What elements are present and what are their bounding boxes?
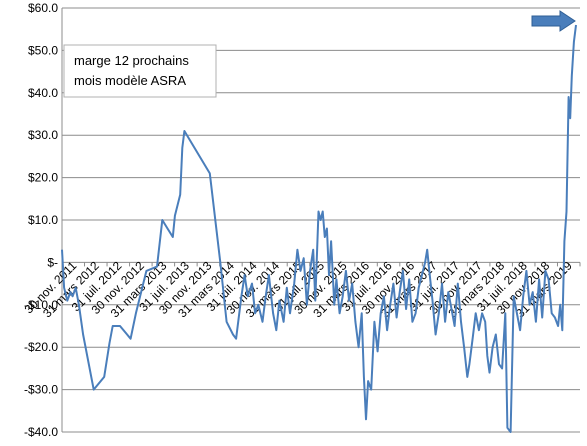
series-layer <box>61 24 577 433</box>
y-tick-label: $30.0 <box>28 128 58 142</box>
y-tick-label: $20.0 <box>28 171 58 185</box>
annotation-frame <box>63 44 217 98</box>
y-tick-label: $- <box>47 255 58 269</box>
y-tick-label: $50.0 <box>28 43 58 57</box>
y-tick-label: -$10.0 <box>24 298 58 312</box>
right-arrow-shape <box>531 10 576 32</box>
annotation-box: marge 12 prochains mois modèle ASRA <box>63 44 217 98</box>
arrow-icon <box>531 10 576 32</box>
annotation-line-2: mois modèle ASRA <box>74 73 186 88</box>
y-tick-label: $10.0 <box>28 213 58 227</box>
annotation-line-1: marge 12 prochains <box>74 53 189 68</box>
y-tick-label: $40.0 <box>28 86 58 100</box>
y-tick-label: -$30.0 <box>24 383 58 397</box>
series-line <box>61 24 577 433</box>
y-tick-label: $60.0 <box>28 1 58 15</box>
y-tick-label: -$40.0 <box>24 425 58 439</box>
y-tick-label: -$20.0 <box>24 340 58 354</box>
y-axis-tick-labels: $60.0 $50.0 $40.0 $30.0 $20.0 $10.0 $- -$10.0 -$… <box>24 1 58 439</box>
